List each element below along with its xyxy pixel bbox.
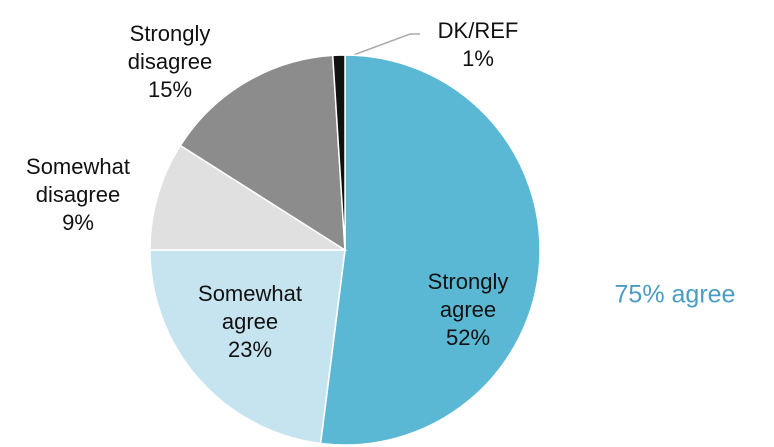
slice-name: Strongly agree [427,269,509,322]
slice-name: DK/REF [437,18,519,43]
slice-value: 9% [62,210,94,235]
pie-slice [149,144,348,251]
annotation: 75% agree [614,280,736,309]
slice-value: 15% [147,77,193,102]
pie-slice [179,54,346,252]
slice-name: Strongly disagree [127,21,213,74]
slice-value: 1% [462,46,494,71]
slice-label: DK/REF 1% [428,17,528,73]
slice-label: Strongly agree 52% [408,268,528,352]
slice-name: Somewhat agree [198,281,302,334]
slice-label: Strongly disagree 15% [105,20,235,104]
slice-label: Somewhat disagree 9% [0,153,158,237]
slice-label: Somewhat agree 23% [170,280,330,364]
leader-line [339,33,420,61]
slice-value: 23% [227,337,273,362]
pie-slice [149,249,346,445]
slice-name: Somewhat disagree [26,154,130,207]
pie-slice [319,54,541,446]
slice-value: 52% [445,325,491,350]
pie-slice [331,54,346,251]
